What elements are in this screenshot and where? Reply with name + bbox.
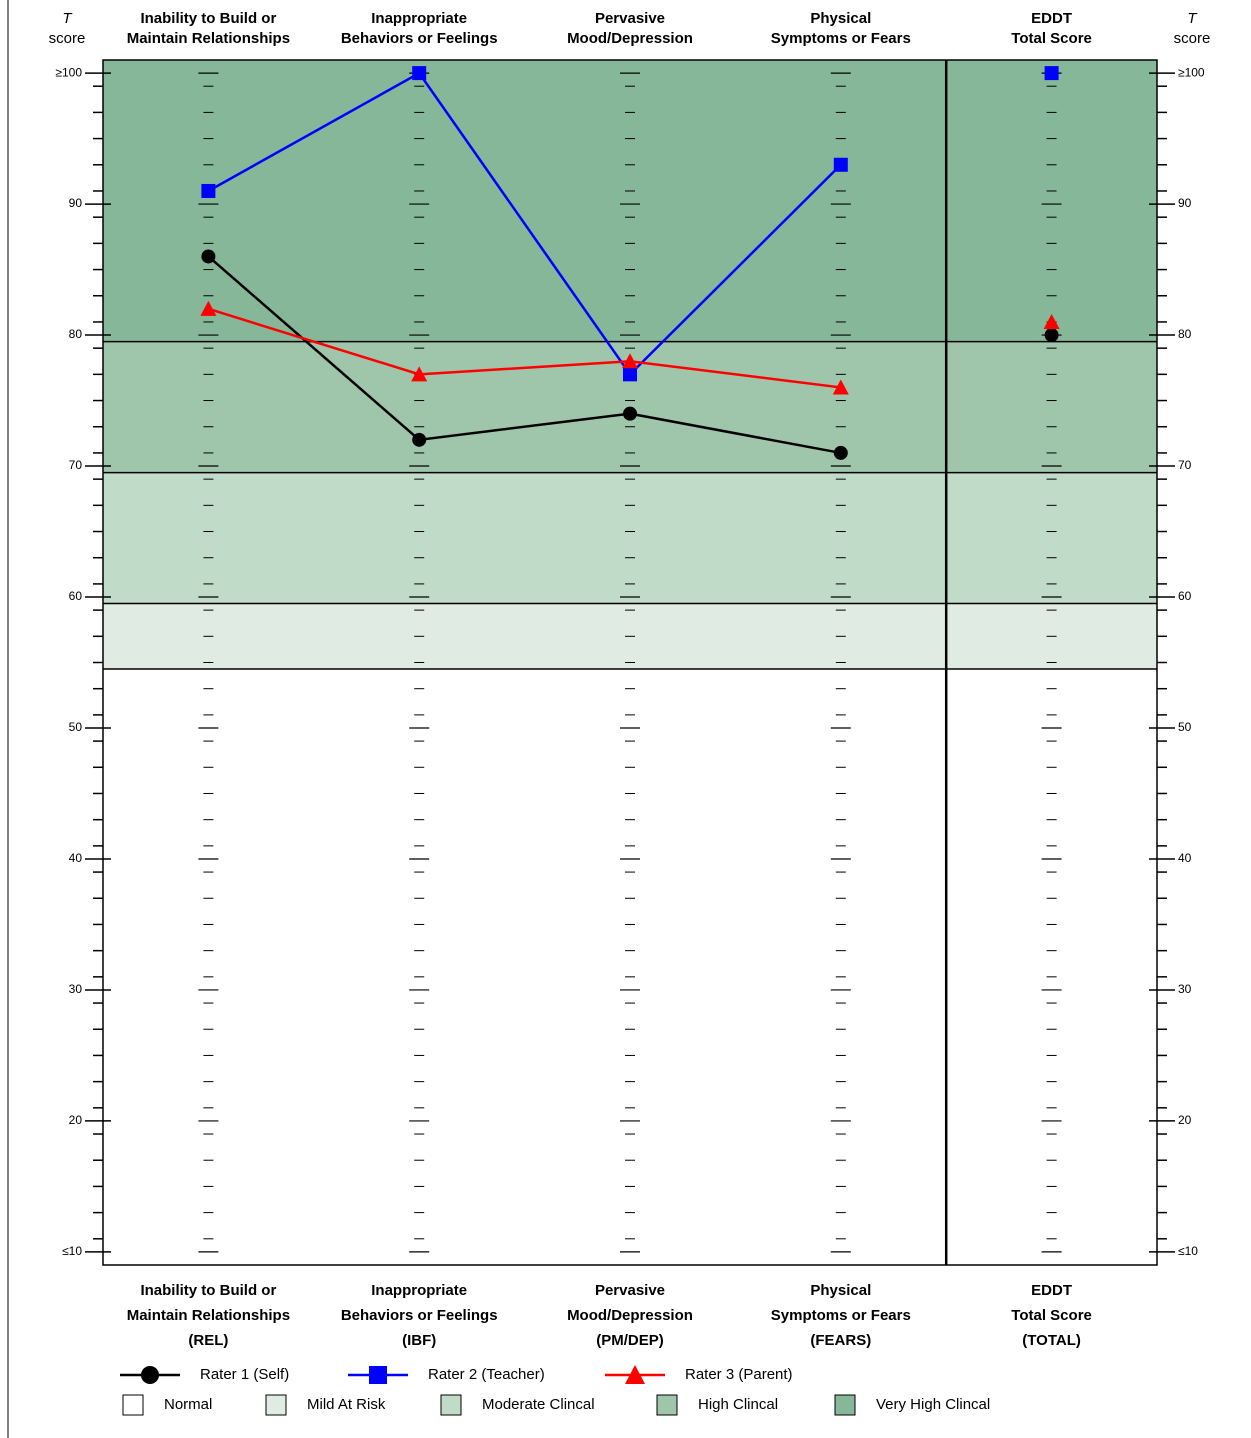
y2-tick-label: 70 [1178, 458, 1192, 472]
data-point [201, 249, 216, 264]
legend-swatch [265, 1394, 287, 1416]
legend-label: Mild At Risk [307, 1396, 386, 1413]
legend-label: High Clincal [698, 1396, 779, 1413]
y2-tick-label: 30 [1178, 982, 1192, 996]
legend-marker [369, 1366, 387, 1384]
y2-tick-label: 60 [1178, 589, 1192, 603]
legend-swatch [122, 1394, 144, 1416]
category-footer: Pervasive Mood/Depression [567, 1282, 693, 1324]
y-tick-label: 60 [69, 589, 83, 603]
data-point [833, 445, 848, 460]
y2-tick-label: ≥100 [1178, 65, 1205, 79]
data-point [833, 157, 848, 172]
data-point [832, 379, 849, 395]
y2-tick-label: 50 [1178, 720, 1192, 734]
y-axis-symbol: T [1187, 10, 1197, 27]
data-point [412, 66, 427, 81]
y2-tick-label: 80 [1178, 327, 1192, 341]
y-axis-symbol: T [62, 10, 72, 27]
category-abbreviation: (TOTAL) [1022, 1332, 1081, 1349]
legend-label: Rater 1 (Self) [200, 1366, 290, 1383]
band [103, 472, 1157, 604]
category-header: Physical Symptoms or Fears [770, 10, 911, 47]
y-axis-label: score [48, 30, 86, 47]
y2-tick-label: ≤10 [1178, 1244, 1198, 1258]
data-point [1044, 66, 1059, 81]
y-tick-label: 30 [69, 982, 83, 996]
legend-label: Rater 2 (Teacher) [428, 1366, 545, 1383]
category-abbreviation: (IBF) [402, 1332, 437, 1349]
data-point [201, 183, 216, 198]
y-tick-label: 40 [69, 851, 83, 865]
y-tick-label: 20 [69, 1113, 83, 1127]
category-abbreviation: (PM/DEP) [596, 1332, 664, 1349]
legend-swatch [656, 1394, 678, 1416]
y-axis-label: score [1173, 30, 1211, 47]
category-abbreviation: (FEARS) [810, 1332, 872, 1349]
data-point [200, 300, 217, 316]
band [103, 669, 1157, 1265]
category-header: Inappropriate Behaviors or Feelings [340, 10, 498, 47]
series-line [207, 71, 842, 377]
category-header: Inability to Build or Maintain Relations… [126, 10, 291, 47]
y-tick-label: 90 [69, 196, 83, 210]
y2-tick-label: 40 [1178, 851, 1192, 865]
category-abbreviation: (REL) [188, 1332, 229, 1349]
series-line [208, 307, 841, 389]
legend-label: Rater 3 (Parent) [685, 1366, 793, 1383]
category-footer: Physical Symptoms or Fears [770, 1282, 911, 1324]
category-footer: Inability to Build or Maintain Relations… [126, 1282, 291, 1324]
category-header: EDDT Total Score [1011, 10, 1092, 47]
y2-tick-label: 20 [1178, 1113, 1192, 1127]
data-point [1043, 313, 1060, 329]
legend-marker [141, 1366, 159, 1384]
category-footer: EDDT Total Score [1011, 1282, 1092, 1324]
data-point [1044, 328, 1059, 343]
category-footer: Inappropriate Behaviors or Feelings [340, 1282, 498, 1324]
y-tick-label: 70 [69, 458, 83, 472]
y-tick-label: ≤10 [62, 1244, 82, 1258]
category-header: Pervasive Mood/Depression [567, 10, 693, 47]
y-tick-label: 50 [69, 720, 83, 734]
legend-label: Very High Clincal [876, 1396, 991, 1413]
band [103, 60, 1157, 342]
legend-swatch [834, 1394, 856, 1416]
legend-label: Normal [164, 1396, 213, 1413]
data-point [411, 366, 428, 382]
data-point [623, 406, 637, 421]
legend-marker [625, 1365, 645, 1384]
plot-frame [102, 59, 1158, 1266]
series-line [207, 255, 842, 455]
data-point [412, 432, 427, 447]
y2-tick-label: 90 [1178, 196, 1192, 210]
data-point [623, 367, 637, 382]
legend-label: Moderate Clincal [482, 1396, 595, 1413]
data-point [622, 353, 638, 369]
y-tick-label: 80 [69, 327, 83, 341]
legend-swatch [440, 1394, 462, 1416]
y-tick-label: ≥100 [55, 65, 82, 79]
